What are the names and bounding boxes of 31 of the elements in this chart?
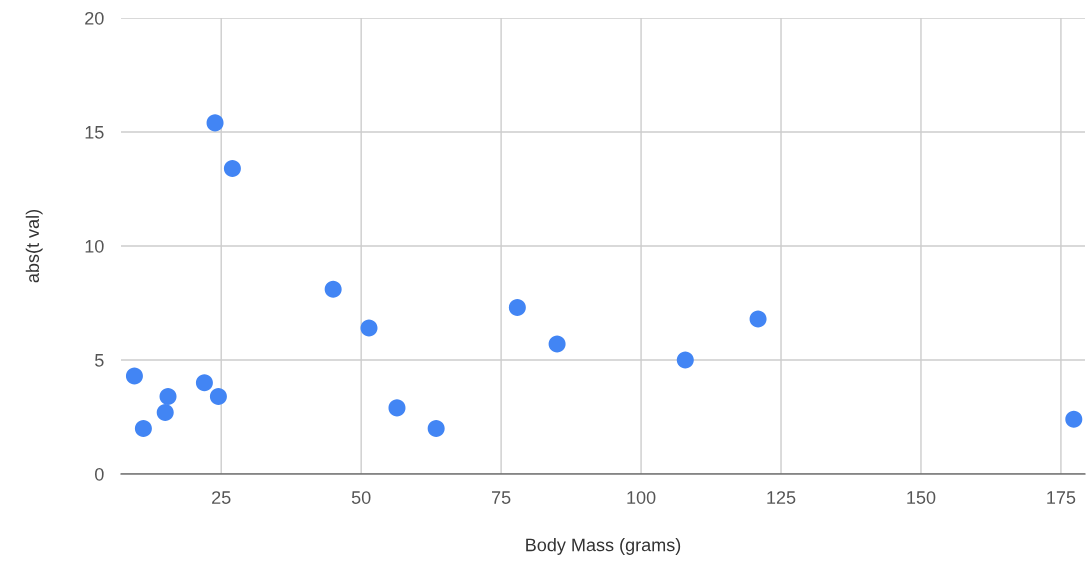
x-tick-label: 150 [907, 491, 936, 504]
x-tick-label: 125 [767, 491, 796, 504]
point [427, 419, 445, 437]
y-tick-label: 10 [85, 239, 104, 253]
point [156, 403, 174, 421]
point [749, 310, 767, 328]
x-tick-label: 100 [627, 491, 656, 504]
point [676, 351, 694, 369]
y-tick-label: 15 [85, 126, 104, 139]
point [159, 387, 177, 405]
point [388, 399, 406, 417]
y-tick-label: 0 [95, 467, 104, 481]
y-tick-label: 5 [95, 354, 104, 367]
point [324, 280, 342, 298]
point [125, 367, 143, 385]
point [195, 374, 213, 392]
x-tick-label: 75 [492, 491, 511, 504]
x-axis-title: Body Mass (grams) [526, 538, 681, 555]
point [223, 159, 241, 177]
x-tick-label: 175 [1047, 491, 1076, 504]
y-tick-label: 20 [85, 11, 104, 25]
point [508, 299, 526, 317]
point [206, 114, 224, 132]
point [209, 387, 227, 405]
y-axis-title: abs(t val) [25, 209, 43, 283]
point [360, 319, 378, 337]
point [548, 335, 566, 353]
point [134, 419, 152, 437]
x-tick-label: 25 [212, 491, 231, 504]
point [1065, 410, 1083, 428]
x-tick-label: 50 [351, 491, 371, 504]
